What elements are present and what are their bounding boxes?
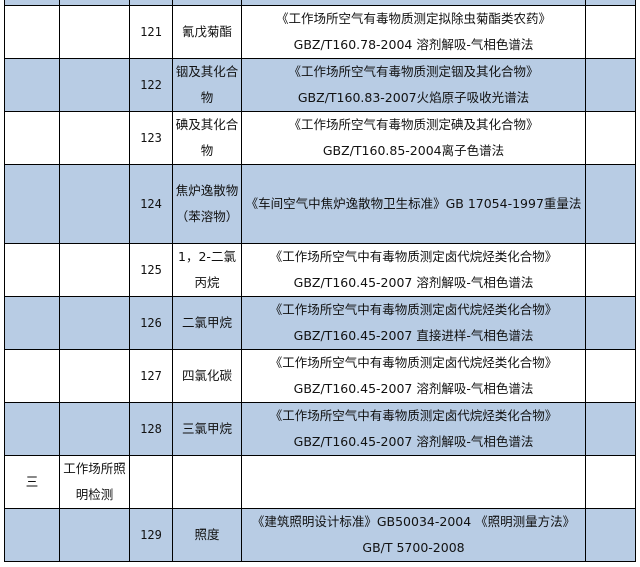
method-cell: 《工作场所空气有毒物质测定拟除虫菊酯类农药》 GBZ/T160.78-2004 溶… — [241, 5, 586, 59]
item-number: 125 — [129, 243, 173, 297]
category-cell — [59, 111, 130, 165]
method-line: 《工作场所空气有毒物质测定碘及其化合物》 — [288, 117, 539, 132]
remark-cell — [585, 5, 636, 59]
category-cell — [59, 349, 130, 403]
remark-cell — [585, 111, 636, 165]
method-line: 《建筑照明设计标准》GB50034-2004 《照明测量方法》 — [251, 514, 576, 529]
method-cell: 《工作场所空气中有毒物质测定卤代烷烃类化合物》 GBZ/T160.45-2007 … — [241, 402, 586, 456]
table-row: 125 1，2-二氯丙烷 《工作场所空气中有毒物质测定卤代烷烃类化合物》 GBZ/… — [4, 243, 636, 297]
item-name: 三氯甲烷 — [172, 402, 242, 456]
remark-cell — [585, 402, 636, 456]
item-number: 121 — [129, 5, 173, 59]
index-cell — [4, 164, 60, 244]
method-line: GBZ/T160.85-2004离子色谱法 — [322, 143, 505, 158]
item-name: 照度 — [172, 508, 242, 562]
item-number: 128 — [129, 402, 173, 456]
method-cell: 《工作场所空气有毒物质测定铟及其化合物》 GBZ/T160.83-2007火焰原子… — [241, 58, 586, 112]
index-cell — [4, 296, 60, 350]
item-number: 127 — [129, 349, 173, 403]
section-title: 工作场所照明检测 — [59, 455, 130, 509]
method-line: 《工作场所空气有毒物质测定拟除虫菊酯类农药》 — [275, 11, 551, 26]
table-row-previous — [4, 0, 636, 6]
index-cell — [4, 243, 60, 297]
category-cell — [59, 58, 130, 112]
index-cell — [4, 402, 60, 456]
category-cell — [59, 164, 130, 244]
category-cell — [59, 296, 130, 350]
table-row: 126 二氯甲烷 《工作场所空气中有毒物质测定卤代烷烃类化合物》 GBZ/T160… — [4, 296, 636, 350]
method-line: 《工作场所空气中有毒物质测定卤代烷烃类化合物》 — [269, 302, 558, 317]
item-name: 焦炉逸散物（苯溶物） — [172, 164, 242, 244]
method-line: 《工作场所空气中有毒物质测定卤代烷烃类化合物》 — [269, 408, 558, 423]
method-line: GBZ/T160.83-2007火焰原子吸收光谱法 — [297, 90, 530, 105]
remark-cell — [585, 349, 636, 403]
method-line: GBZ/T160.45-2007 溶剂解吸-气相色谱法 — [293, 275, 534, 290]
table-row: 127 四氯化碳 《工作场所空气中有毒物质测定卤代烷烃类化合物》 GBZ/T160… — [4, 349, 636, 403]
standards-table: 121 氰戊菊酯 《工作场所空气有毒物质测定拟除虫菊酯类农药》 GBZ/T160.… — [4, 0, 636, 562]
index-cell — [4, 5, 60, 59]
item-name: 铟及其化合物 — [172, 58, 242, 112]
table-row: 128 三氯甲烷 《工作场所空气中有毒物质测定卤代烷烃类化合物》 GBZ/T160… — [4, 402, 636, 456]
remark-cell — [585, 58, 636, 112]
item-name: 1，2-二氯丙烷 — [172, 243, 242, 297]
remark-cell — [585, 164, 636, 244]
item-name: 二氯甲烷 — [172, 296, 242, 350]
item-name: 碘及其化合物 — [172, 111, 242, 165]
method-cell: 《工作场所空气中有毒物质测定卤代烷烃类化合物》 GBZ/T160.45-2007 … — [241, 243, 586, 297]
method-line: GBZ/T160.45-2007 溶剂解吸-气相色谱法 — [293, 434, 534, 449]
method-line: 《工作场所空气中有毒物质测定卤代烷烃类化合物》 — [269, 355, 558, 370]
method-line: GBZ/T160.78-2004 溶剂解吸-气相色谱法 — [293, 37, 534, 52]
index-cell — [4, 111, 60, 165]
method-line: GBZ/T160.45-2007 溶剂解吸-气相色谱法 — [293, 381, 534, 396]
table-row: 123 碘及其化合物 《工作场所空气有毒物质测定碘及其化合物》 GBZ/T160.… — [4, 111, 636, 165]
section-row: 三工作场所照明检测 — [4, 455, 636, 509]
method-line: GBZ/T160.45-2007 直接进样-气相色谱法 — [293, 328, 534, 343]
table-row: 124 焦炉逸散物（苯溶物） 《车间空气中焦炉逸散物卫生标准》GB 17054-… — [4, 164, 636, 244]
table-row: 129 照度 《建筑照明设计标准》GB50034-2004 《照明测量方法》 GB/T… — [4, 508, 636, 562]
method-line: 《工作场所空气有毒物质测定铟及其化合物》 — [288, 64, 539, 79]
category-cell — [59, 402, 130, 456]
item-number: 122 — [129, 58, 173, 112]
method-line: GB/T 5700-2008 — [362, 540, 465, 555]
table-row: 122 铟及其化合物 《工作场所空气有毒物质测定铟及其化合物》 GBZ/T160.… — [4, 58, 636, 112]
section-index: 三 — [4, 455, 60, 509]
method-line: 《车间空气中焦炉逸散物卫生标准》GB 17054-1997重量法 — [245, 196, 582, 211]
method-cell: 《工作场所空气有毒物质测定碘及其化合物》 GBZ/T160.85-2004离子色谱… — [241, 111, 586, 165]
category-cell — [59, 5, 130, 59]
remark-cell — [585, 243, 636, 297]
remark-cell — [585, 296, 636, 350]
index-cell — [4, 349, 60, 403]
method-cell: 《工作场所空气中有毒物质测定卤代烷烃类化合物》 GBZ/T160.45-2007 … — [241, 349, 586, 403]
method-line: 《工作场所空气中有毒物质测定卤代烷烃类化合物》 — [269, 249, 558, 264]
item-number: 124 — [129, 164, 173, 244]
item-name: 氰戊菊酯 — [172, 5, 242, 59]
method-cell: 《工作场所空气中有毒物质测定卤代烷烃类化合物》 GBZ/T160.45-2007 … — [241, 296, 586, 350]
method-cell: 《建筑照明设计标准》GB50034-2004 《照明测量方法》 GB/T 5700… — [241, 508, 586, 562]
index-cell — [4, 58, 60, 112]
item-name: 四氯化碳 — [172, 349, 242, 403]
item-number: 126 — [129, 296, 173, 350]
method-cell: 《车间空气中焦炉逸散物卫生标准》GB 17054-1997重量法 — [241, 164, 586, 244]
item-number: 129 — [129, 508, 173, 562]
category-cell — [59, 243, 130, 297]
table-row: 121 氰戊菊酯 《工作场所空气有毒物质测定拟除虫菊酯类农药》 GBZ/T160.… — [4, 5, 636, 59]
item-number: 123 — [129, 111, 173, 165]
